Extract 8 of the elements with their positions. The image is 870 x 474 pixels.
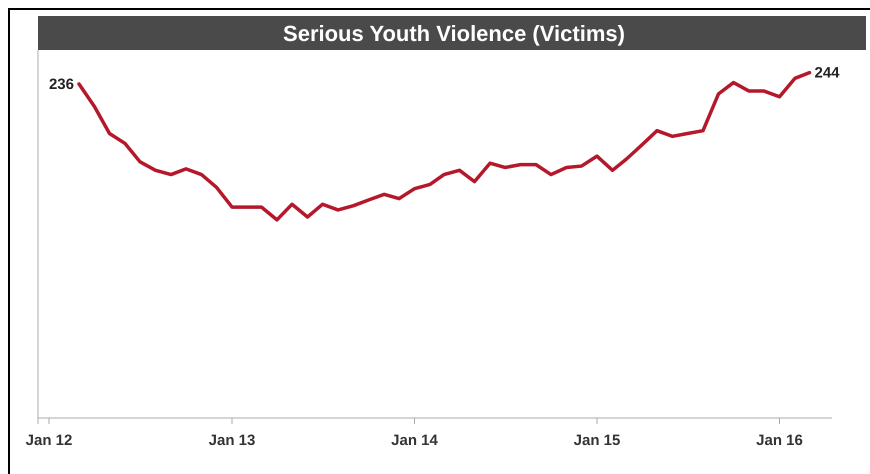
x-tick-label: Jan 12 bbox=[26, 432, 72, 449]
x-tick-label: Jan 16 bbox=[756, 432, 803, 449]
x-tick-label: Jan 15 bbox=[574, 432, 620, 449]
data-label: 236 bbox=[48, 76, 74, 93]
x-tick-label: Jan 14 bbox=[391, 432, 439, 449]
chart-title: Serious Youth Violence (Victims) bbox=[283, 21, 625, 46]
x-tick-label: Jan 13 bbox=[208, 432, 256, 449]
data-label: 244 bbox=[814, 64, 840, 82]
